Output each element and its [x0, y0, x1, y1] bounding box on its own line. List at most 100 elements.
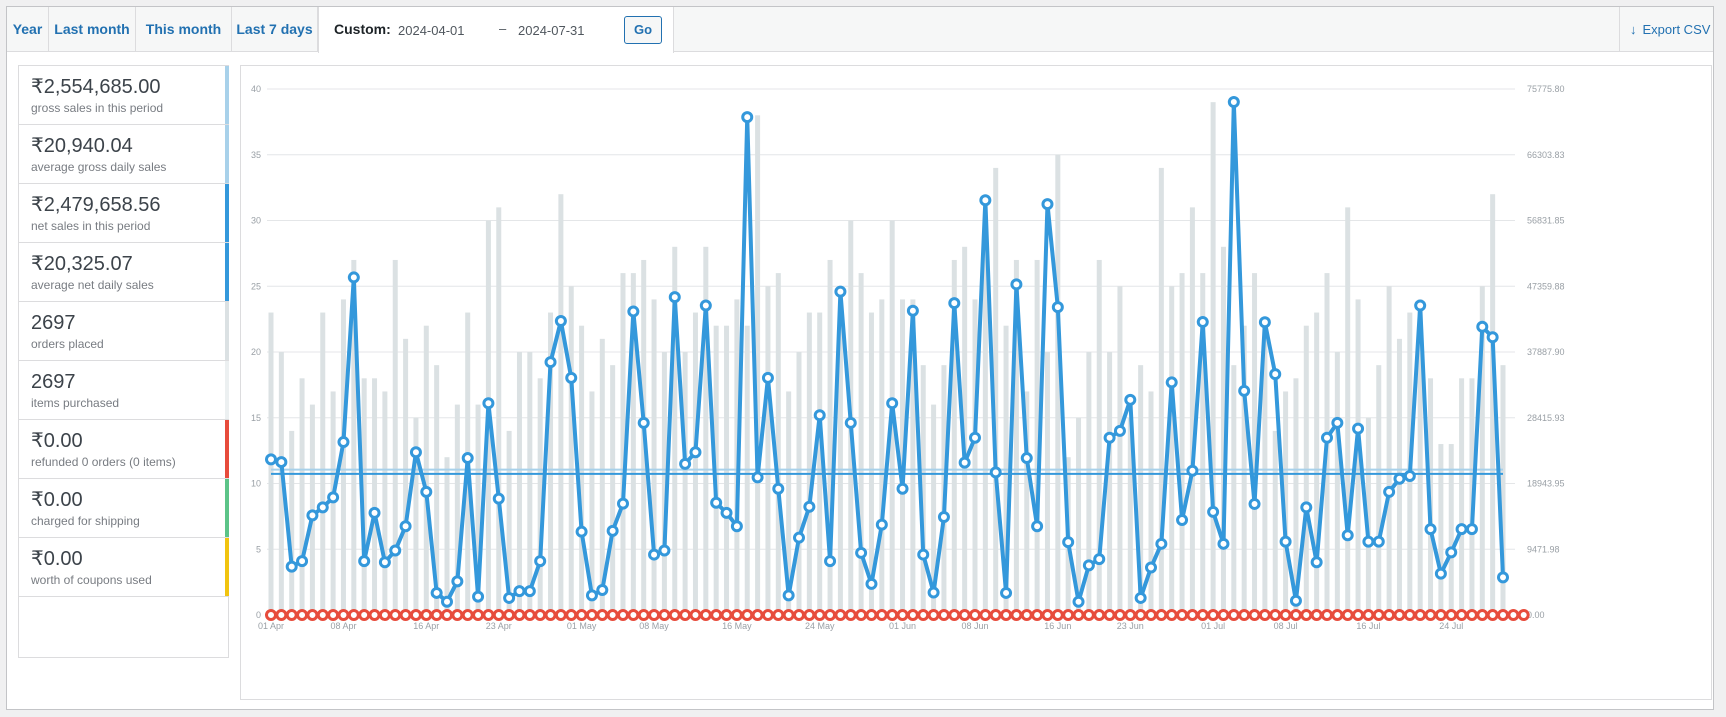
- series-point: [741, 111, 754, 124]
- order-count-bar: [775, 273, 781, 615]
- order-count-bar: [620, 273, 626, 615]
- chart-legend: ₹2,554,685.00 gross sales in this period ₹…: [18, 65, 229, 658]
- series-point: [389, 544, 402, 557]
- series-point: [378, 609, 391, 621]
- start-date-input[interactable]: [398, 17, 488, 43]
- series-point: [554, 609, 567, 621]
- legend-value: ₹0.00: [31, 489, 83, 511]
- order-count-bar: [1376, 365, 1382, 615]
- range-year-tab[interactable]: Year: [7, 7, 49, 52]
- legend-label: items purchased: [31, 396, 120, 410]
- series-point: [472, 609, 485, 621]
- export-csv-button[interactable]: ↓ Export CSV: [1619, 7, 1713, 52]
- order-count-bar: [962, 246, 968, 616]
- order-count-bar: [1096, 259, 1102, 615]
- series-point: [1517, 609, 1530, 621]
- series-point: [1238, 384, 1251, 397]
- series-point: [565, 609, 578, 621]
- range-this-month-tab[interactable]: This month: [136, 7, 232, 52]
- series-point: [1196, 609, 1209, 621]
- order-count-bar: [340, 299, 346, 615]
- series-point: [1310, 609, 1323, 621]
- series-point: [1093, 553, 1106, 566]
- series-point: [668, 291, 681, 304]
- x-axis-tick-label: 01 Apr: [258, 621, 284, 631]
- legend-value: ₹20,940.04: [31, 135, 133, 157]
- series-point: [1279, 609, 1292, 621]
- series-point: [927, 586, 940, 599]
- series-point: [969, 431, 981, 444]
- legend-item[interactable]: ₹2,554,685.00 gross sales in this period: [19, 66, 229, 125]
- order-count-bar: [1210, 102, 1216, 615]
- order-count-bar: [589, 391, 595, 615]
- range-last-7-days-tab[interactable]: Last 7 days: [232, 7, 318, 52]
- series-point: [668, 609, 681, 621]
- series-point: [1031, 520, 1044, 533]
- series-point: [772, 609, 785, 621]
- series-point: [679, 609, 692, 621]
- legend-item[interactable]: ₹2,479,658.56 net sales in this period: [19, 184, 229, 243]
- series-point: [1145, 561, 1157, 574]
- order-count-bar: [289, 430, 295, 615]
- order-count-bar: [630, 273, 636, 615]
- series-point: [1414, 299, 1427, 312]
- series-point: [1258, 609, 1271, 621]
- series-point: [803, 500, 816, 513]
- order-count-bar: [879, 299, 885, 615]
- series-point: [503, 609, 516, 621]
- series-point: [1093, 609, 1106, 621]
- legend-value: ₹2,554,685.00: [31, 76, 161, 98]
- series-point: [1383, 485, 1396, 498]
- legend-item[interactable]: ₹0.00 worth of coupons used: [19, 538, 229, 597]
- series-point: [1497, 609, 1509, 621]
- series-point: [1248, 497, 1261, 510]
- date-separator: –: [499, 21, 507, 36]
- legend-item[interactable]: ₹20,940.04 average gross daily sales: [19, 125, 229, 184]
- order-count-bar: [351, 259, 357, 615]
- end-date-input[interactable]: [518, 17, 608, 43]
- y-axis-tick-label: 30: [251, 216, 261, 226]
- series-point: [1465, 609, 1478, 621]
- series-point: [1372, 535, 1385, 548]
- series-point: [1403, 609, 1416, 621]
- series-point: [844, 609, 857, 621]
- order-count-bar: [1076, 417, 1082, 615]
- order-count-bar: [1314, 312, 1320, 615]
- series-point: [1352, 609, 1365, 621]
- order-count-bar: [796, 352, 802, 615]
- series-point: [1289, 594, 1302, 607]
- series-point: [451, 609, 464, 621]
- series-point: [461, 452, 474, 465]
- legend-item[interactable]: ₹20,325.07 average net daily sales: [19, 243, 229, 302]
- legend-item[interactable]: 2697 orders placed: [19, 302, 229, 361]
- series-point: [1445, 609, 1458, 621]
- legend-item[interactable]: ₹0.00 charged for shipping: [19, 479, 229, 538]
- series-point: [1020, 452, 1033, 465]
- series-point: [523, 585, 536, 598]
- order-count-bar: [1117, 286, 1123, 615]
- legend-label: net sales in this period: [31, 219, 151, 233]
- order-count-bar: [1490, 194, 1496, 615]
- series-point: [958, 609, 971, 621]
- order-count-bar: [527, 352, 533, 615]
- order-count-bar: [1013, 259, 1019, 615]
- range-last-month-tab[interactable]: Last month: [49, 7, 136, 52]
- series-point: [1082, 559, 1095, 572]
- legend-color-bar: [225, 66, 229, 124]
- order-count-bar: [1107, 352, 1113, 615]
- x-axis-tick-label: 24 Jul: [1439, 621, 1463, 631]
- go-button[interactable]: Go: [624, 16, 662, 44]
- order-count-bar: [692, 312, 698, 615]
- series-point: [1227, 609, 1240, 621]
- order-count-bar: [444, 457, 450, 615]
- series-point: [1424, 523, 1437, 536]
- series-point: [296, 609, 309, 621]
- order-count-bar: [1500, 365, 1506, 615]
- order-count-bar: [1438, 444, 1444, 615]
- legend-item[interactable]: 2697 items purchased: [19, 361, 229, 420]
- legend-item[interactable]: ₹0.00 refunded 0 orders (0 items): [19, 420, 229, 479]
- series-point: [1051, 301, 1064, 314]
- series-point: [1393, 472, 1406, 485]
- series-point: [441, 609, 453, 621]
- order-count-bar: [1024, 391, 1030, 615]
